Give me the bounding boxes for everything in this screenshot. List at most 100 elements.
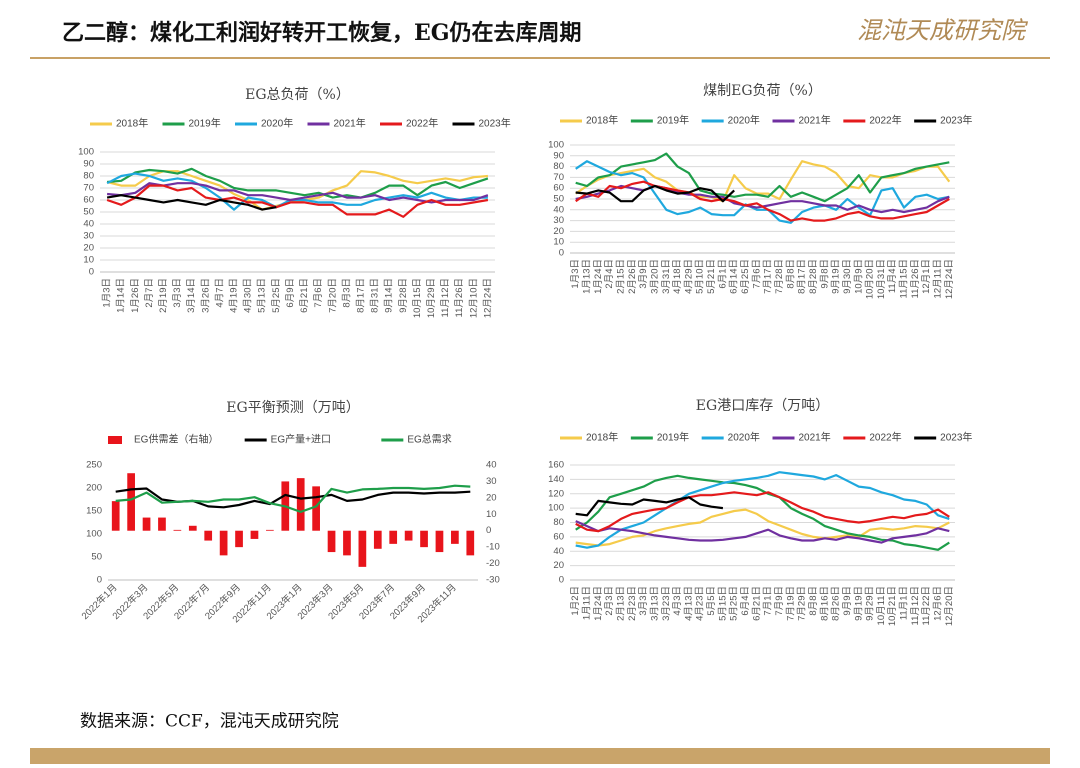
bar: [188, 525, 197, 531]
x-tick-label: 7月6日: [751, 259, 762, 289]
legend-label: 2022年: [869, 114, 901, 127]
legend-label: 2020年: [728, 431, 760, 444]
series-line: [575, 508, 950, 547]
x-tick-label: 2月23日: [627, 586, 638, 621]
y2-tick-label: -10: [486, 542, 500, 553]
x-tick-label: 11月15日: [899, 259, 910, 298]
y-tick-label: 20: [553, 226, 564, 237]
legend-label: 2019年: [189, 117, 221, 130]
x-tick-label: 7月20日: [327, 278, 338, 313]
legend-label: 2023年: [479, 117, 511, 130]
x-tick-label: 3月14日: [186, 278, 197, 313]
x-tick-label: 1月2日: [570, 586, 581, 616]
series-line: [575, 184, 735, 203]
x-tick-label: 12月6日: [933, 586, 944, 621]
y2-tick-label: 0: [486, 525, 491, 536]
y-tick-label: 20: [553, 560, 564, 571]
x-tick-label: 9月28日: [398, 278, 409, 313]
legend-label: 2023年: [940, 431, 972, 444]
y-tick-label: 40: [553, 546, 564, 557]
x-tick-label: 4月29日: [683, 259, 694, 294]
y-tick-label: 40: [83, 219, 94, 230]
x-tick-label: 1月26日: [130, 278, 141, 313]
x-tick-label: 10月9日: [853, 259, 864, 294]
x-tick-label: 9月19日: [831, 259, 842, 294]
y-tick-label: 120: [548, 488, 564, 499]
legend-label: 2020年: [261, 117, 293, 130]
x-tick-label: 1月11日: [582, 586, 593, 620]
y2-tick-label: 30: [486, 476, 497, 487]
chart-title: 煤制EG负荷（%）: [703, 83, 822, 99]
x-tick-label: 7月9日: [774, 586, 785, 616]
y-tick-label: 50: [553, 194, 564, 205]
x-tick-label: 4月13日: [683, 586, 694, 621]
chart-title: EG平衡预测（万吨）: [226, 400, 359, 416]
series-line: [106, 172, 488, 211]
y-tick-label: 80: [83, 171, 94, 182]
x-tick-label: 8月31日: [370, 278, 381, 313]
x-tick-label: 2月3日: [604, 586, 615, 616]
legend-label: 2021年: [334, 117, 366, 130]
bar: [127, 473, 135, 531]
series-line: [575, 496, 724, 517]
bar: [373, 530, 382, 549]
y-tick-label: 70: [553, 172, 564, 183]
x-tick-label: 11月26日: [454, 278, 465, 317]
y-tick-label: 80: [553, 161, 564, 172]
x-tick-label: 6月4日: [740, 586, 751, 616]
series-line: [107, 182, 489, 204]
y-tick-label: 100: [86, 529, 102, 540]
legend-label: EG产量+进口: [271, 433, 331, 446]
source: 数据来源：CCF，混沌天成研究院: [80, 712, 339, 732]
bar: [235, 530, 243, 548]
x-tick-label: 12月1日: [921, 259, 932, 294]
y-tick-label: 60: [553, 183, 564, 194]
x-tick-label: 11月12日: [440, 278, 451, 317]
bar: [343, 530, 351, 556]
x-tick-label: 1月14日: [116, 278, 127, 313]
x-tick-label: 9月9日: [842, 586, 853, 616]
legend-label: 2022年: [406, 117, 438, 130]
x-tick-label: 3月26日: [200, 278, 211, 313]
y-tick-label: 70: [83, 183, 94, 194]
series-line: [575, 160, 950, 224]
x-tick-label: 4月18日: [672, 259, 683, 294]
x-tick-label: 2月15日: [615, 259, 626, 294]
series-line: [106, 194, 277, 211]
series-line: [106, 184, 489, 218]
series-line: [115, 487, 471, 509]
x-tick-label: 6月21日: [751, 586, 762, 621]
series-line: [575, 471, 950, 549]
series-line: [575, 152, 950, 203]
bar: [466, 530, 475, 556]
x-tick-label: 1月24日: [593, 259, 604, 294]
y-tick-label: 100: [548, 503, 564, 514]
x-tick-label: 2月26日: [627, 259, 638, 294]
x-tick-label: 8月26日: [831, 586, 842, 621]
x-tick-label: 3月20日: [649, 259, 660, 294]
bar: [111, 501, 120, 531]
x-tick-label: 11月22日: [921, 586, 932, 625]
bar: [404, 530, 413, 541]
x-tick-label: 6月14日: [729, 259, 740, 294]
logo: 混沌天成研究院: [857, 17, 1029, 45]
x-tick-label: 10月20日: [865, 259, 876, 299]
legend-label: 2021年: [799, 114, 831, 127]
bar: [250, 530, 259, 539]
x-tick-label: 8月3日: [341, 278, 352, 308]
x-tick-label: 5月25日: [271, 278, 282, 313]
y-tick-label: 200: [86, 483, 102, 494]
slide-title: 乙二醇：煤化工利润好转开工恢复，EG仍在去库周期: [62, 20, 582, 46]
y-tick-label: 0: [559, 575, 564, 586]
legend-label: 2019年: [657, 431, 689, 444]
bar: [358, 530, 367, 567]
bar: [435, 530, 444, 553]
y-tick-label: 90: [553, 150, 564, 161]
legend-label: 2023年: [940, 114, 972, 127]
y2-tick-label: 40: [486, 460, 497, 471]
legend-label: 2019年: [657, 114, 689, 127]
y2-tick-label: 20: [486, 492, 497, 503]
y-tick-label: 30: [553, 215, 564, 226]
x-tick-label: 6月1日: [717, 259, 728, 289]
x-tick-label: 12月20日: [944, 586, 955, 626]
